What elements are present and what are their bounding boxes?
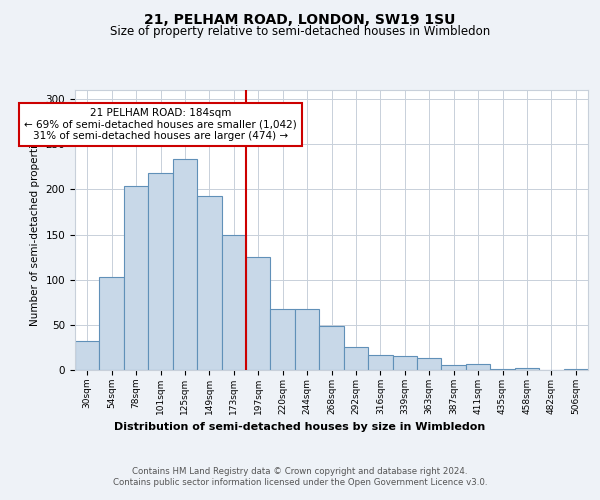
Bar bbox=[75, 341, 100, 370]
Bar bbox=[417, 358, 442, 370]
Bar bbox=[197, 196, 221, 370]
Bar bbox=[148, 173, 173, 370]
Bar bbox=[490, 369, 515, 370]
Text: Size of property relative to semi-detached houses in Wimbledon: Size of property relative to semi-detach… bbox=[110, 25, 490, 38]
Bar bbox=[100, 277, 124, 370]
Bar bbox=[173, 158, 197, 370]
Text: Distribution of semi-detached houses by size in Wimbledon: Distribution of semi-detached houses by … bbox=[115, 422, 485, 432]
Bar bbox=[466, 364, 490, 370]
Bar bbox=[392, 356, 417, 370]
Bar bbox=[319, 326, 344, 370]
Bar bbox=[368, 354, 392, 370]
Text: Contains HM Land Registry data © Crown copyright and database right 2024.
Contai: Contains HM Land Registry data © Crown c… bbox=[113, 468, 487, 487]
Bar bbox=[344, 348, 368, 370]
Bar bbox=[295, 310, 319, 370]
Text: 21, PELHAM ROAD, LONDON, SW19 1SU: 21, PELHAM ROAD, LONDON, SW19 1SU bbox=[145, 12, 455, 26]
Bar bbox=[271, 310, 295, 370]
Bar bbox=[124, 186, 148, 370]
Bar bbox=[221, 234, 246, 370]
Bar bbox=[563, 369, 588, 370]
Text: 21 PELHAM ROAD: 184sqm
← 69% of semi-detached houses are smaller (1,042)
31% of : 21 PELHAM ROAD: 184sqm ← 69% of semi-det… bbox=[24, 108, 297, 142]
Bar bbox=[515, 368, 539, 370]
Bar bbox=[442, 366, 466, 370]
Bar bbox=[246, 257, 271, 370]
Y-axis label: Number of semi-detached properties: Number of semi-detached properties bbox=[30, 134, 40, 326]
